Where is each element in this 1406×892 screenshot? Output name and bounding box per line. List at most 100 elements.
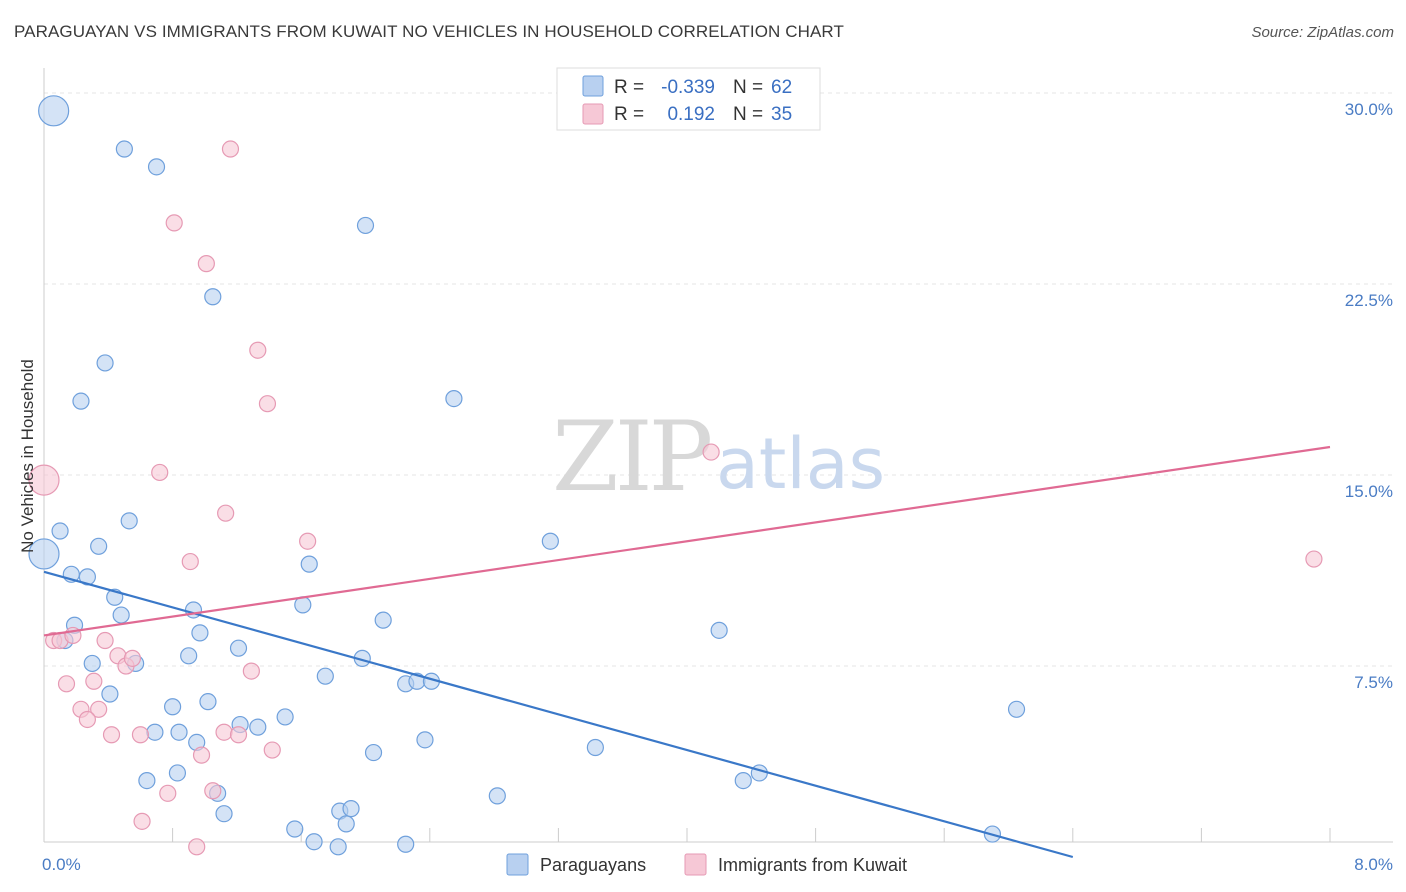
point-paraguayans-48 — [138, 771, 156, 790]
point-kuwait-29 — [192, 746, 211, 764]
source-label: Source: ZipAtlas.com — [1251, 24, 1394, 41]
point-paraguayans-22 — [191, 624, 209, 642]
legend-n-label-2: N = — [733, 104, 763, 125]
point-paraguayans-24 — [374, 611, 392, 629]
point-kuwait-31 — [159, 784, 177, 802]
point-paraguayans-50 — [488, 787, 506, 805]
stats-legend: R = -0.339 N = 62 R = 0.192 N = 35 — [556, 67, 821, 131]
x-tick-label-left: 0.0% — [42, 855, 81, 874]
watermark-atlas: atlas — [716, 423, 885, 505]
point-kuwait-5 — [258, 395, 277, 413]
point-paraguayans-45 — [364, 743, 383, 762]
point-paraguayans-12 — [541, 532, 559, 550]
point-kuwait-32 — [204, 782, 222, 800]
watermark-zip: ZIP — [552, 401, 711, 513]
point-kuwait-15 — [96, 631, 114, 650]
point-kuwait-6 — [702, 443, 720, 461]
point-paraguayans-10 — [90, 537, 108, 555]
series-legend-swatch-kuwait — [684, 853, 707, 876]
point-kuwait-9 — [299, 532, 317, 550]
point-paraguayans-0 — [38, 95, 70, 127]
point-paraguayans-57 — [286, 820, 304, 838]
point-paraguayans-8 — [445, 390, 463, 408]
point-kuwait-1 — [221, 140, 240, 158]
series-legend-swatch-paraguayans — [506, 853, 529, 876]
series-legend-label-kuwait: Immigrants from Kuwait — [718, 855, 907, 875]
point-paraguayans-59 — [329, 838, 347, 856]
point-paraguayans-25 — [710, 621, 728, 639]
data-points — [28, 95, 1323, 856]
point-kuwait-26 — [131, 726, 150, 744]
point-kuwait-27 — [215, 723, 233, 741]
series-legend-label-paraguayans: Paraguayans — [540, 855, 646, 875]
point-paraguayans-30 — [316, 667, 334, 685]
legend-n-value-2: 35 — [771, 104, 792, 125]
point-paraguayans-56 — [337, 815, 355, 833]
point-paraguayans-37 — [1007, 700, 1026, 718]
point-paraguayans-39 — [170, 723, 188, 741]
point-paraguayans-26 — [83, 654, 101, 673]
axes — [43, 68, 1393, 843]
legend-swatch-paraguayans — [582, 75, 604, 97]
point-kuwait-28 — [229, 726, 248, 744]
point-paraguayans-53 — [215, 805, 233, 823]
point-paraguayans-7 — [72, 392, 90, 410]
point-kuwait-2 — [165, 214, 183, 232]
trend-line-paraguayans — [43, 570, 1074, 859]
point-paraguayans-58 — [305, 833, 323, 851]
point-kuwait-4 — [249, 341, 267, 359]
point-kuwait-11 — [1305, 550, 1323, 568]
point-paraguayans-35 — [164, 698, 182, 716]
point-kuwait-18 — [123, 649, 142, 667]
point-paraguayans-28 — [180, 647, 198, 665]
point-kuwait-34 — [188, 838, 206, 856]
y-tick-label-2: 22.5% — [1345, 291, 1393, 310]
y-tick-labels: 7.5% 15.0% 22.5% 30.0% — [1345, 100, 1393, 692]
point-kuwait-0 — [28, 464, 60, 496]
point-paraguayans-5 — [204, 288, 222, 306]
legend-n-label-1: N = — [733, 77, 763, 98]
y-axis-title: No Vehicles in Household — [18, 359, 37, 553]
watermark: ZIP atlas — [552, 401, 885, 513]
point-kuwait-19 — [242, 662, 260, 680]
chart-title: PARAGUAYAN VS IMMIGRANTS FROM KUWAIT NO … — [14, 22, 844, 41]
point-kuwait-25 — [102, 726, 121, 744]
point-paraguayans-55 — [342, 800, 360, 818]
point-paraguayans-51 — [734, 771, 752, 790]
point-kuwait-24 — [78, 710, 97, 729]
y-tick-label-0: 7.5% — [1354, 673, 1393, 692]
point-paraguayans-6 — [96, 354, 114, 372]
point-paraguayans-31 — [101, 685, 119, 703]
trend-line-kuwait — [43, 445, 1331, 637]
point-paraguayans-60 — [397, 835, 415, 853]
y-tick-label-3: 30.0% — [1345, 100, 1393, 119]
legend-r-value-1: -0.339 — [661, 77, 715, 98]
grid-lines — [44, 92, 1393, 667]
point-paraguayans-52 — [750, 764, 768, 782]
legend-r-label-1: R = — [614, 77, 644, 98]
point-paraguayans-4 — [356, 216, 375, 235]
point-paraguayans-23 — [229, 639, 248, 657]
point-kuwait-10 — [181, 552, 199, 571]
point-paraguayans-1 — [28, 538, 60, 570]
point-paraguayans-47 — [168, 764, 187, 782]
trend-lines — [43, 445, 1331, 859]
legend-swatch-kuwait — [582, 103, 604, 125]
point-paraguayans-3 — [147, 158, 166, 176]
point-paraguayans-46 — [586, 738, 604, 757]
y-tick-label-1: 15.0% — [1345, 482, 1393, 501]
point-paraguayans-9 — [51, 522, 69, 540]
point-kuwait-23 — [90, 700, 108, 718]
point-paraguayans-18 — [112, 606, 130, 624]
point-kuwait-33 — [133, 812, 151, 830]
point-kuwait-3 — [197, 255, 215, 273]
legend-r-label-2: R = — [614, 104, 644, 125]
legend-r-value-2: 0.192 — [667, 104, 715, 125]
point-paraguayans-2 — [115, 140, 133, 158]
point-kuwait-8 — [217, 504, 235, 522]
point-paraguayans-11 — [120, 512, 138, 530]
point-paraguayans-15 — [300, 555, 318, 573]
point-paraguayans-44 — [416, 731, 434, 749]
point-kuwait-30 — [263, 741, 281, 759]
